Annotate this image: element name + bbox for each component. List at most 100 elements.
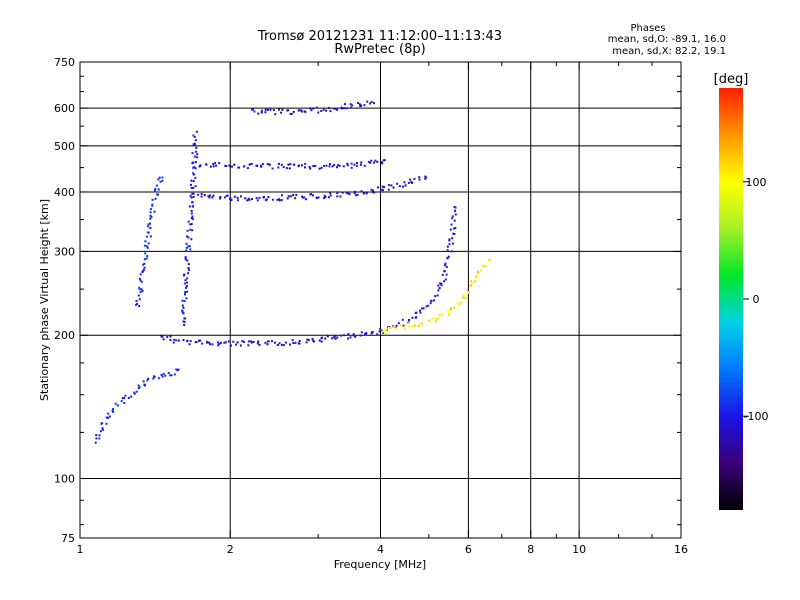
data-point — [230, 344, 232, 347]
data-point — [146, 255, 149, 257]
data-point — [360, 331, 363, 334]
y-tick-label: 300 — [54, 245, 75, 258]
data-point — [456, 302, 459, 305]
data-point — [376, 160, 379, 163]
data-point — [289, 195, 292, 198]
data-point — [477, 270, 479, 273]
data-point — [351, 104, 354, 107]
data-point — [280, 199, 283, 201]
data-point — [350, 166, 353, 169]
data-point — [192, 186, 195, 189]
data-point — [194, 139, 197, 142]
data-point — [267, 340, 270, 343]
data-point — [379, 327, 382, 330]
data-point — [231, 165, 234, 168]
data-point — [313, 340, 315, 343]
data-point — [475, 276, 478, 279]
data-point — [280, 111, 283, 114]
data-point — [451, 215, 454, 218]
data-point — [364, 333, 367, 335]
data-point — [306, 338, 309, 341]
data-point — [320, 340, 323, 343]
data-point — [193, 173, 196, 176]
data-point — [226, 194, 229, 197]
data-point — [190, 212, 193, 215]
data-point — [309, 167, 312, 170]
data-point — [289, 113, 292, 115]
data-point — [345, 191, 348, 194]
data-point — [409, 178, 412, 181]
y-tick-label: 500 — [54, 140, 75, 153]
data-point — [349, 103, 352, 106]
data-point — [271, 198, 274, 201]
data-point — [154, 189, 156, 192]
data-point — [425, 176, 428, 179]
data-point — [139, 279, 142, 282]
data-point — [187, 267, 190, 269]
data-point — [360, 161, 363, 164]
data-point — [374, 159, 377, 162]
data-point — [357, 102, 359, 104]
data-point — [332, 336, 335, 339]
data-point — [154, 197, 157, 200]
data-point — [203, 194, 206, 197]
data-point — [421, 307, 423, 310]
data-point — [453, 206, 456, 208]
data-point — [387, 184, 390, 187]
data-point — [280, 343, 283, 346]
data-point — [157, 178, 160, 181]
data-point — [183, 320, 186, 323]
data-point — [311, 337, 314, 340]
data-point — [370, 101, 373, 103]
data-point — [138, 386, 141, 388]
data-point — [211, 196, 214, 199]
data-point — [256, 342, 259, 345]
data-point — [408, 319, 410, 321]
data-point — [453, 219, 456, 222]
data-point — [307, 339, 310, 342]
data-point — [241, 340, 244, 343]
data-point — [284, 341, 287, 344]
data-point — [105, 416, 108, 419]
data-point — [454, 227, 457, 229]
data-point — [253, 110, 256, 113]
data-point — [389, 326, 392, 329]
data-point — [192, 134, 195, 137]
data-point — [181, 299, 184, 302]
data-point — [413, 177, 416, 180]
data-point — [285, 167, 288, 170]
data-point — [233, 163, 236, 166]
data-point — [218, 342, 221, 345]
data-point — [177, 368, 180, 371]
data-point — [438, 287, 441, 290]
data-point — [448, 311, 451, 314]
data-point — [450, 223, 453, 226]
data-point — [476, 272, 479, 275]
data-point — [144, 384, 146, 387]
data-point — [172, 341, 175, 344]
data-point — [276, 198, 279, 201]
data-point — [187, 263, 190, 266]
data-point — [358, 103, 361, 106]
data-point — [161, 179, 164, 182]
data-point — [433, 299, 435, 302]
data-point — [188, 245, 191, 248]
data-point — [338, 164, 341, 167]
data-point — [256, 199, 259, 202]
data-point — [208, 196, 211, 199]
data-point — [447, 255, 450, 258]
data-point — [350, 162, 353, 165]
data-point — [194, 161, 197, 164]
data-point — [199, 339, 202, 342]
data-point — [434, 320, 437, 323]
data-point — [341, 107, 344, 110]
data-point — [135, 303, 137, 306]
data-point — [360, 190, 363, 193]
data-point — [242, 340, 245, 343]
data-point — [328, 163, 331, 166]
data-point — [114, 402, 117, 405]
data-point — [437, 284, 440, 287]
data-point — [331, 165, 334, 168]
data-point — [384, 332, 387, 335]
data-point — [336, 108, 339, 111]
